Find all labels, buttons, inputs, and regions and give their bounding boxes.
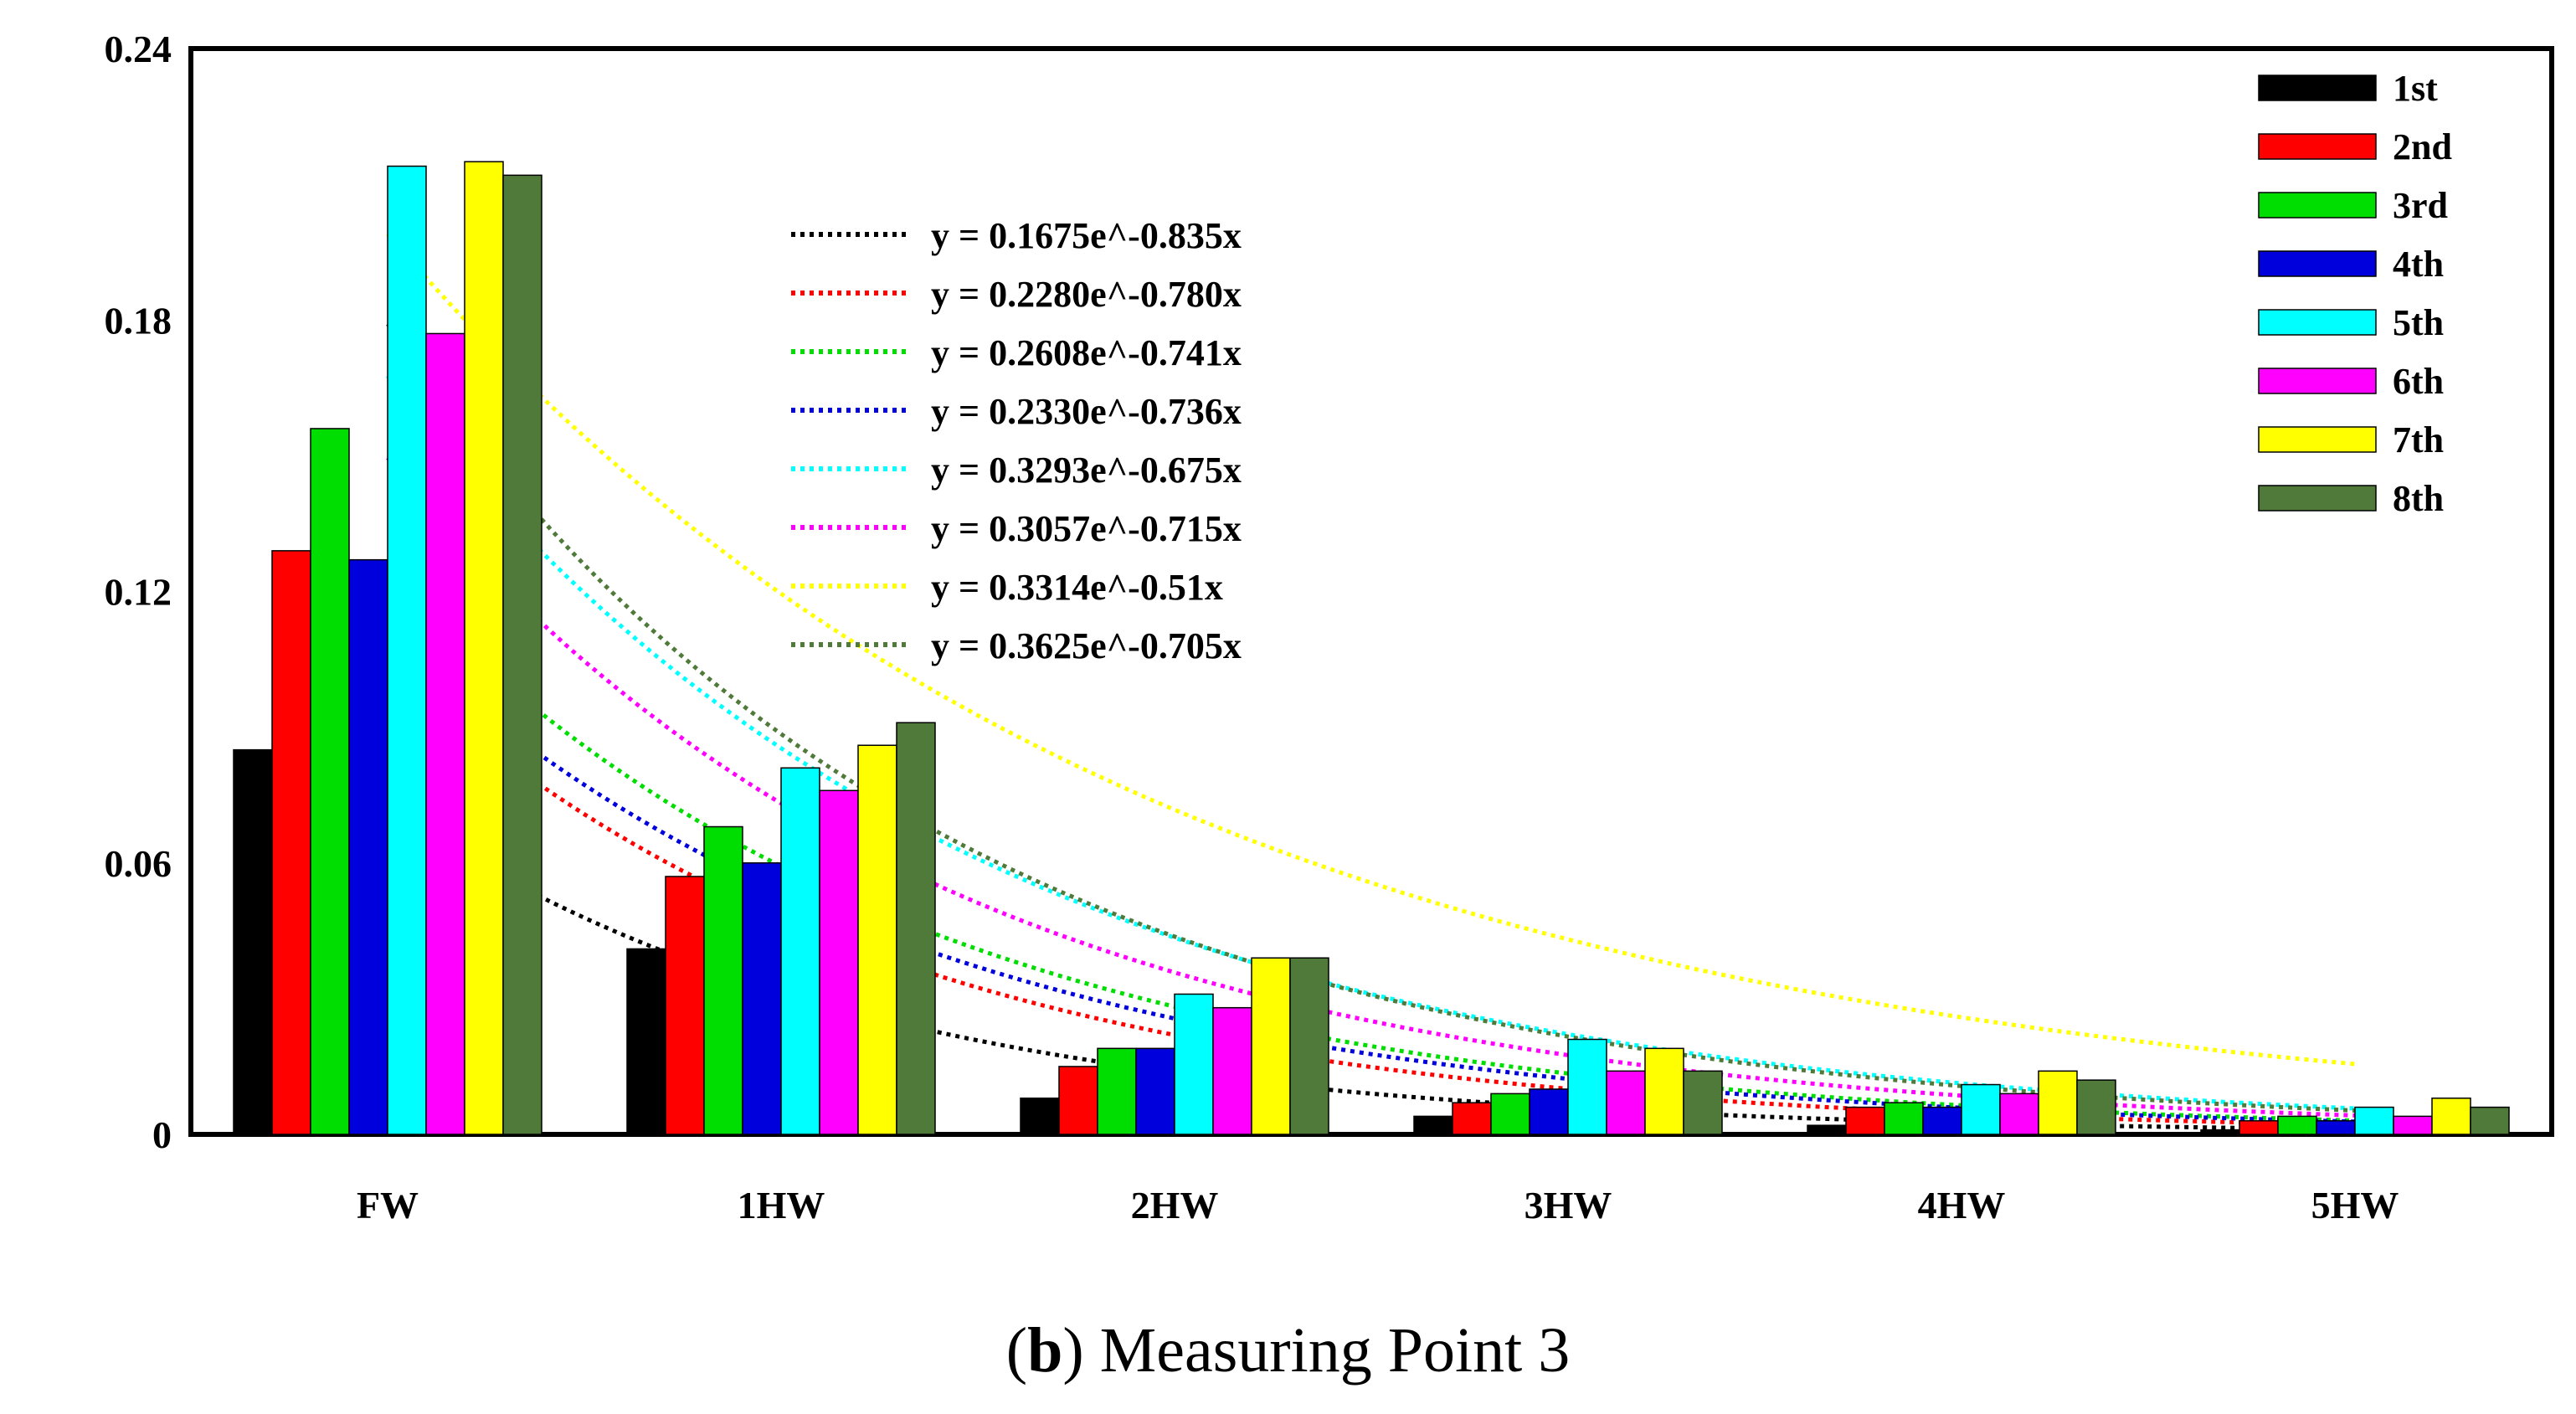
equation-label: y = 0.3625e^-0.705x — [931, 625, 1242, 666]
bar-4th-4HW — [1922, 1106, 1962, 1135]
y-tick-label: 0.18 — [105, 299, 172, 342]
legend: 1st 2nd 3rd 4th 5th 6th 7th 8th — [2258, 68, 2452, 519]
y-tick-label: 0 — [152, 1113, 172, 1156]
trendline — [386, 374, 2356, 1111]
x-tick-label: FW — [357, 1184, 419, 1226]
caption-text: Measuring Point 3 — [1099, 1315, 1571, 1386]
bar-5th-1HW — [780, 767, 820, 1135]
bar-7th-5HW — [2431, 1098, 2471, 1135]
bar-7th-1HW — [857, 744, 897, 1135]
equation-label: y = 0.3293e^-0.675x — [931, 450, 1242, 491]
bar-8th-2HW — [1289, 957, 1329, 1135]
y-tick-label: 0.12 — [105, 571, 172, 614]
bar-8th-1HW — [896, 722, 936, 1135]
bar-1st-FW — [233, 748, 273, 1135]
legend-label: 1st — [2393, 68, 2438, 109]
bar-1st-3HW — [1413, 1115, 1453, 1135]
bar-3rd-3HW — [1490, 1093, 1530, 1135]
x-tick-label: 3HW — [1525, 1184, 1612, 1226]
plot-frame — [188, 46, 2554, 1137]
bar-6th-5HW — [2393, 1115, 2433, 1135]
bar-1st-4HW — [1807, 1124, 1847, 1135]
equation-label: y = 0.1675e^-0.835x — [931, 215, 1242, 256]
x-tick-label: 4HW — [1918, 1184, 2006, 1226]
bar-5th-2HW — [1174, 993, 1214, 1135]
bar-5th-FW — [387, 165, 427, 1135]
bar-3rd-2HW — [1097, 1047, 1137, 1135]
bar-2nd-3HW — [1452, 1102, 1492, 1135]
bar-7th-FW — [464, 161, 504, 1135]
x-axis: FW 1HW 2HW 3HW 4HW 5HW — [357, 1184, 2399, 1226]
legend-swatch-1st — [2258, 75, 2377, 101]
legend-label: 6th — [2393, 361, 2444, 402]
legend-label: 7th — [2393, 419, 2444, 460]
legend-swatch-2nd — [2258, 133, 2377, 160]
bar-3rd-FW — [310, 428, 350, 1135]
bar-7th-3HW — [1644, 1047, 1684, 1135]
equation-label: y = 0.3314e^-0.51x — [931, 567, 1223, 608]
bar-4th-3HW — [1529, 1088, 1569, 1135]
bar-4th-FW — [348, 558, 388, 1135]
legend-swatch-6th — [2258, 368, 2377, 394]
bar-7th-2HW — [1251, 957, 1291, 1135]
equation-label: y = 0.2608e^-0.741x — [931, 332, 1242, 373]
bar-5th-4HW — [1961, 1083, 2001, 1135]
legend-swatch-3rd — [2258, 192, 2377, 219]
y-axis: 0 0.06 0.12 0.18 0.24 — [105, 28, 172, 1156]
y-tick-label: 0.06 — [105, 842, 172, 885]
trendline — [386, 627, 2356, 1124]
equation-label: y = 0.3057e^-0.715x — [931, 508, 1242, 549]
legend-label: 8th — [2393, 478, 2444, 519]
bar-6th-3HW — [1606, 1070, 1646, 1135]
bar-8th-FW — [502, 174, 542, 1135]
legend-swatch-4th — [2258, 250, 2377, 277]
bar-4th-5HW — [2316, 1120, 2356, 1135]
bar-6th-FW — [425, 332, 465, 1135]
x-tick-label: 2HW — [1131, 1184, 1219, 1226]
legend-swatch-7th — [2258, 426, 2377, 453]
bar-2nd-5HW — [2239, 1120, 2279, 1135]
bar-4th-2HW — [1135, 1047, 1175, 1135]
bar-6th-4HW — [1999, 1093, 2039, 1135]
bar-1st-2HW — [1020, 1098, 1060, 1135]
bar-3rd-1HW — [703, 825, 743, 1135]
bar-2nd-2HW — [1058, 1066, 1098, 1135]
bar-1st-5HW — [2200, 1129, 2240, 1135]
figure-caption: (b) Measuring Point 3 — [1005, 1315, 1571, 1386]
bar-7th-4HW — [2038, 1070, 2078, 1135]
bar-2nd-4HW — [1845, 1106, 1885, 1135]
legend-swatch-8th — [2258, 485, 2377, 512]
legend-label: 2nd — [2393, 126, 2452, 167]
bar-4th-1HW — [742, 862, 782, 1135]
x-tick-label: 5HW — [2311, 1184, 2399, 1226]
legend-label: 4th — [2393, 244, 2444, 285]
bar-8th-4HW — [2076, 1079, 2116, 1135]
bar-2nd-1HW — [665, 876, 705, 1135]
bars — [233, 161, 2510, 1135]
bar-6th-2HW — [1212, 1006, 1252, 1135]
equation-label: y = 0.2280e^-0.780x — [931, 274, 1242, 315]
equation-label: y = 0.2330e^-0.736x — [931, 391, 1242, 432]
caption-letter: b — [1027, 1315, 1063, 1386]
bar-5th-5HW — [2354, 1106, 2394, 1135]
bar-5th-3HW — [1567, 1038, 1607, 1135]
legend-label: 5th — [2393, 302, 2444, 343]
bar-8th-3HW — [1683, 1070, 1723, 1135]
bar-8th-5HW — [2470, 1106, 2510, 1135]
trendline — [386, 232, 2356, 1067]
bar-3rd-4HW — [1884, 1102, 1924, 1135]
y-tick-label: 0.24 — [105, 28, 172, 70]
bar-3rd-5HW — [2277, 1115, 2317, 1135]
x-tick-label: 1HW — [738, 1184, 825, 1226]
bar-2nd-FW — [271, 550, 311, 1135]
legend-label: 3rd — [2393, 185, 2448, 226]
trendline-equations: y = 0.1675e^-0.835x y = 0.2280e^-0.780x y … — [791, 215, 1242, 666]
trendline — [385, 322, 2356, 1113]
legend-swatch-5th — [2258, 309, 2377, 336]
bar-1st-1HW — [626, 948, 666, 1135]
bar-6th-1HW — [819, 789, 859, 1135]
